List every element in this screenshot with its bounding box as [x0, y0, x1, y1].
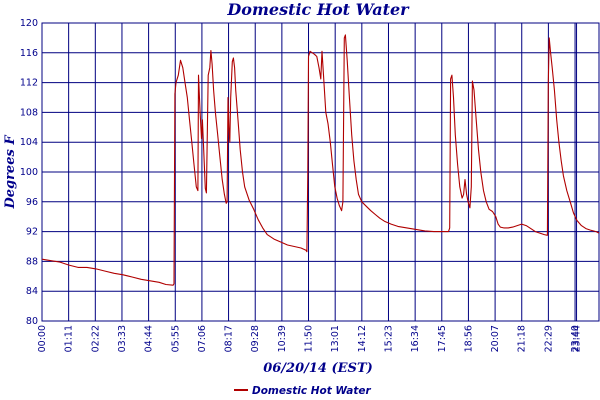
- y-tick-label-9: 116: [20, 48, 38, 59]
- x-tick-label-12: 14:12: [357, 325, 368, 352]
- y-tick-label-1: 84: [26, 286, 38, 297]
- x-tick-label-1: 01:11: [64, 325, 75, 352]
- y-tick-labels: 80 84 88 92 96 100 104 108 112 116 120: [20, 18, 38, 327]
- x-tick-label-11: 13:01: [330, 325, 341, 352]
- x-tick-label-3: 03:33: [117, 325, 128, 352]
- series-group: [41, 34, 600, 286]
- x-tick-labels: 00:00 01:11 02:22 03:33 04:44 05:55 07:06 08:17…: [37, 325, 583, 352]
- x-tick-label-10: 11:50: [304, 325, 315, 352]
- y-tick-label-8: 112: [20, 78, 38, 89]
- x-tick-label-6: 07:06: [197, 325, 208, 352]
- x-tick-label-19: 22:29: [543, 325, 554, 352]
- legend: Domestic Hot Water: [234, 385, 372, 397]
- y-tick-label-3: 92: [26, 227, 38, 238]
- y-tick-label-5: 100: [20, 167, 38, 178]
- legend-label: Domestic Hot Water: [252, 385, 372, 397]
- plot-frame: [41, 22, 600, 322]
- x-tick-label-4: 04:44: [144, 325, 155, 352]
- series-line-0: [41, 34, 600, 286]
- x-tick-label-13: 15:23: [383, 325, 394, 352]
- x-tick-label-17: 20:07: [490, 325, 501, 352]
- x-tick-label-8: 09:28: [250, 325, 261, 352]
- y-tick-label-4: 96: [26, 197, 38, 208]
- x-tick-label-5: 05:55: [170, 325, 181, 352]
- chart-title: Domestic Hot Water: [226, 0, 410, 19]
- x-tick-label-0: 00:00: [37, 325, 48, 352]
- x-tick-label-14: 16:34: [410, 325, 421, 352]
- y-tick-label-0: 80: [26, 316, 38, 327]
- y-tick-label-10: 120: [20, 18, 38, 29]
- x-tick-label-21: 23:44: [572, 325, 583, 352]
- x-tick-label-18: 21:18: [517, 325, 528, 352]
- y-tick-label-6: 104: [20, 137, 38, 148]
- y-axis-label: Degrees F: [3, 135, 18, 210]
- x-tick-label-15: 17:45: [437, 325, 448, 352]
- x-tick-label-9: 10:39: [277, 325, 288, 352]
- y-tick-label-7: 108: [20, 107, 38, 118]
- x-tick-label-20: 23:40: [570, 325, 581, 352]
- x-tick-label-2: 02:22: [90, 325, 101, 352]
- x-axis-label: 06/20/14 (EST): [263, 361, 373, 376]
- x-tick-label-7: 08:17: [224, 325, 235, 352]
- y-tick-label-2: 88: [26, 256, 38, 267]
- x-tick-label-16: 18:56: [463, 325, 474, 352]
